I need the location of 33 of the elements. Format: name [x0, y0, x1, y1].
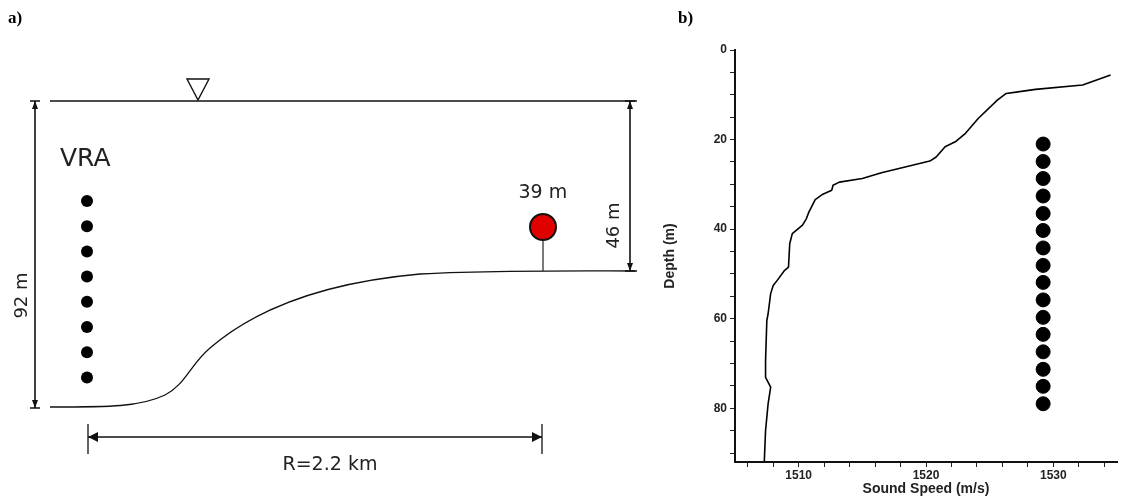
y-tick-label: 20 [713, 131, 728, 146]
point [1035, 309, 1051, 325]
text: 92 m [9, 271, 31, 319]
point [1035, 136, 1051, 152]
text: 46 m [601, 201, 623, 249]
x-axis-title: Sound Speed (m/s) [862, 480, 990, 497]
point [1035, 361, 1051, 377]
text: a) [8, 8, 23, 28]
point [1035, 222, 1051, 238]
chart-title: b) [678, 8, 694, 28]
point [1035, 257, 1051, 273]
point [1035, 344, 1051, 360]
point [1035, 154, 1051, 170]
point [1035, 378, 1051, 394]
point [1035, 396, 1051, 412]
x-tick-label: 1510 [785, 467, 813, 482]
y-axis-title: Depth (m) [661, 223, 678, 289]
text: VRA [60, 143, 111, 172]
y-tick-label: 0 [720, 42, 728, 57]
point [1035, 292, 1051, 308]
x-tick-label: 1530 [1039, 467, 1067, 482]
point [1035, 188, 1051, 204]
point [1035, 240, 1051, 256]
text: R=2.2 km [282, 452, 378, 474]
y-tick-label: 60 [713, 311, 728, 326]
point [1035, 326, 1051, 342]
x-tick-label: 1520 [912, 467, 940, 482]
y-tick-label: 40 [713, 221, 728, 236]
point [1035, 171, 1051, 187]
point [1035, 205, 1051, 221]
y-tick-label: 80 [713, 400, 728, 415]
text: 39 m [518, 180, 568, 202]
point [1035, 274, 1051, 290]
